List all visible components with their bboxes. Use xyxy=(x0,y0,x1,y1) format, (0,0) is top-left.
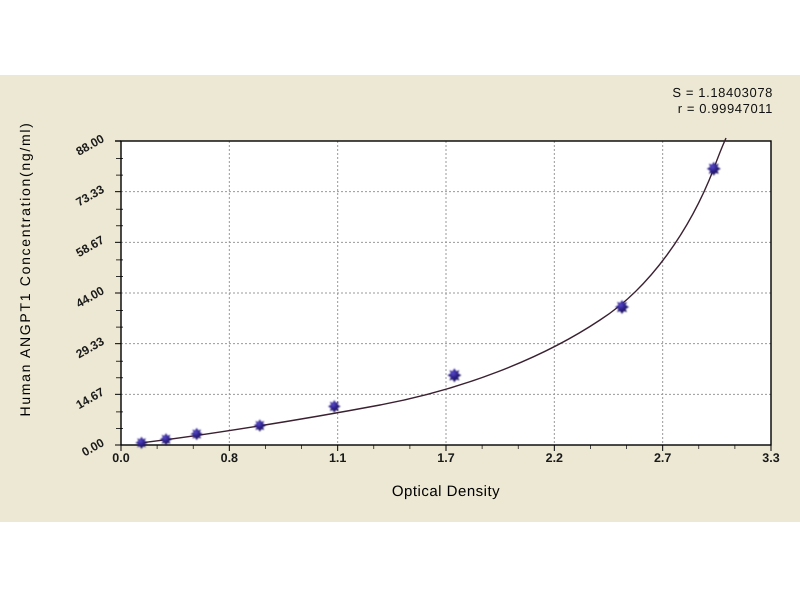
svg-text:0.00: 0.00 xyxy=(79,435,107,459)
svg-text:0.0: 0.0 xyxy=(112,451,129,465)
svg-text:44.00: 44.00 xyxy=(73,283,106,310)
svg-text:1.7: 1.7 xyxy=(437,451,454,465)
svg-text:2.2: 2.2 xyxy=(546,451,563,465)
svg-text:2.7: 2.7 xyxy=(654,451,671,465)
svg-text:r = 0.99947011: r = 0.99947011 xyxy=(678,101,773,116)
svg-text:Optical Density: Optical Density xyxy=(392,483,500,500)
svg-text:Human ANGPT1 Concentration(ng: Human ANGPT1 Concentration(ng/ml) xyxy=(17,122,33,417)
svg-text:29.33: 29.33 xyxy=(73,334,106,361)
svg-text:1.1: 1.1 xyxy=(329,451,346,465)
svg-text:0.8: 0.8 xyxy=(221,451,238,465)
svg-text:58.67: 58.67 xyxy=(73,233,106,260)
svg-text:88.00: 88.00 xyxy=(73,131,106,158)
svg-text:S = 1.18403078: S = 1.18403078 xyxy=(672,85,773,100)
svg-text:73.33: 73.33 xyxy=(73,182,106,209)
svg-text:3.3: 3.3 xyxy=(762,451,779,465)
svg-text:14.67: 14.67 xyxy=(73,385,106,412)
